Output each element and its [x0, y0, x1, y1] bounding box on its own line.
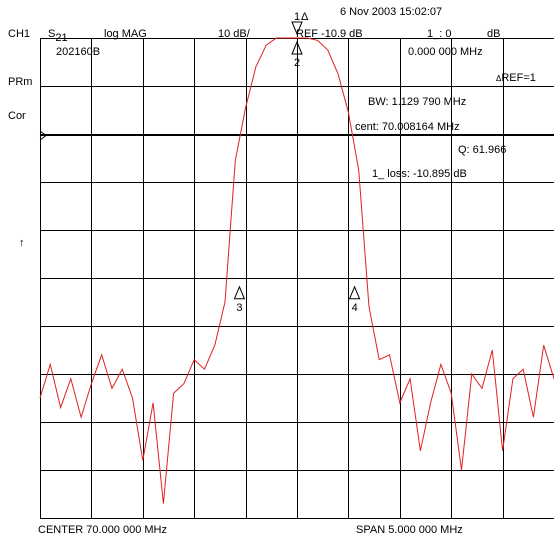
insertion-loss-readout: 1_ loss: -10.895 dB — [372, 168, 467, 180]
reference-pointer-icon — [39, 130, 47, 141]
marker-triangle-icon — [291, 40, 303, 55]
marker-4: 4 — [348, 285, 361, 314]
marker-2: 2 — [291, 40, 303, 69]
timestamp: 6 Nov 2003 15:02:07 — [340, 6, 443, 18]
marker-label: 1 — [294, 11, 300, 23]
ref-marker-text: REF=1 — [501, 72, 536, 84]
span-label: SPAN 5.000 000 MHz — [356, 524, 463, 536]
channel-label: CH1 — [8, 28, 31, 40]
marker-readout: 1_: 0 — [427, 28, 452, 40]
center-frequency-readout: cent: 70.008164 MHz — [355, 121, 460, 133]
grid — [40, 38, 554, 519]
ref-marker-label: ΔREF=1 — [496, 72, 536, 85]
trace-line — [39, 37, 554, 504]
marker-label: 2 — [294, 57, 300, 69]
format-label: log MAG — [104, 28, 147, 40]
reference-level-label: REF -10.9 dB — [296, 28, 363, 40]
s-parameter-letter: S — [48, 28, 56, 40]
q-factor-readout: Q: 61.966 — [458, 144, 507, 156]
marker-3: 3 — [233, 285, 246, 314]
cor-label: Cor — [8, 110, 26, 122]
marker-frequency-readout: 0.000 000 MHz — [408, 46, 483, 58]
marker-label: 3 — [236, 302, 242, 314]
delta-icon: Δ — [496, 74, 502, 83]
file-id-label: 202160B — [56, 46, 101, 58]
marker-unit: dB — [487, 28, 501, 40]
up-arrow-icon: ↑ — [19, 237, 25, 249]
marker-label: 4 — [352, 302, 358, 314]
markers: 1 Δ 2 3 4 — [233, 11, 361, 314]
delta-icon: Δ — [301, 11, 309, 23]
center-frequency-label: CENTER 70.000 000 MHz — [38, 524, 167, 536]
marker-triangle-icon — [348, 285, 361, 300]
marker-triangle-icon — [233, 285, 246, 300]
marker-triangle-icon — [291, 21, 303, 36]
bandwidth-readout: BW: 1.129 790 MHz — [368, 96, 467, 108]
trace-points — [39, 37, 554, 506]
scale-label: 10 dB/ — [218, 28, 250, 40]
prm-label: PRm — [8, 76, 33, 88]
